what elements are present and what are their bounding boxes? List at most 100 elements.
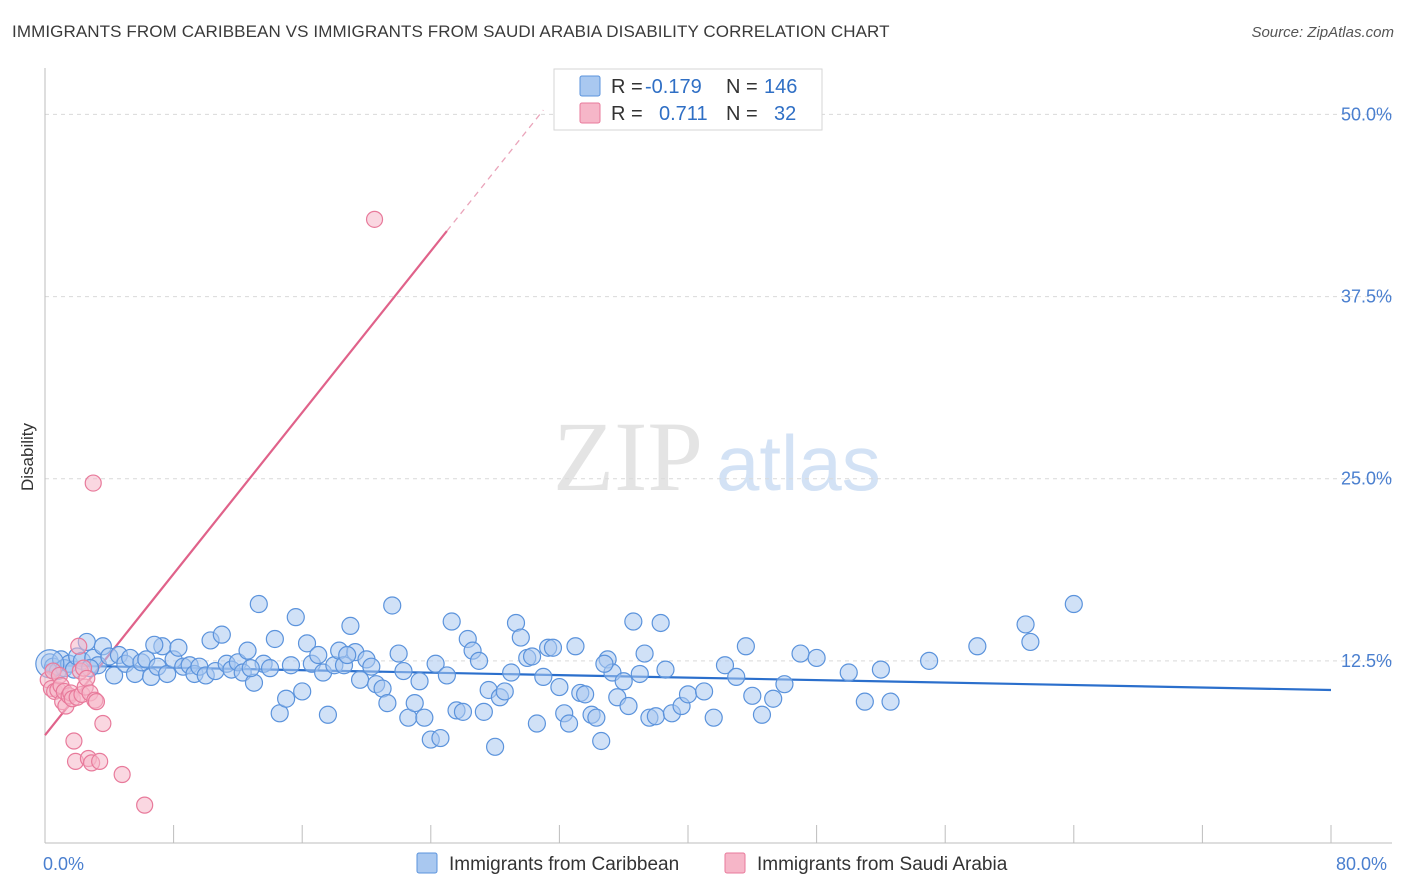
caribbean-point bbox=[105, 666, 124, 685]
legend-r-label-2: R = bbox=[611, 103, 643, 125]
caribbean-point bbox=[511, 628, 530, 647]
saudi-point bbox=[65, 732, 83, 750]
caribbean-point bbox=[619, 696, 638, 716]
caribbean-point bbox=[486, 737, 505, 756]
caribbean-point bbox=[527, 714, 546, 733]
caribbean-point bbox=[502, 663, 521, 682]
caribbean-point bbox=[1016, 615, 1035, 634]
caribbean-point bbox=[309, 645, 328, 665]
caribbean-point bbox=[362, 657, 381, 676]
caribbean-point bbox=[286, 608, 305, 627]
caribbean-point bbox=[394, 661, 413, 681]
saudi-point bbox=[91, 752, 109, 771]
caribbean-point bbox=[474, 702, 493, 721]
chart-source: Source: ZipAtlas.com bbox=[1251, 24, 1394, 41]
caribbean-point bbox=[920, 651, 939, 670]
saudi-trend-extension bbox=[446, 109, 544, 232]
saudi-point bbox=[84, 474, 102, 492]
legend-n-value-1: 146 bbox=[764, 76, 797, 98]
caribbean-point bbox=[297, 634, 317, 653]
caribbean-point bbox=[389, 644, 408, 663]
caribbean-point bbox=[453, 702, 473, 721]
caribbean-point bbox=[630, 664, 649, 684]
y-tick-label: 37.5% bbox=[1341, 287, 1392, 307]
bottom-legend-label-saudi: Immigrants from Saudi Arabia bbox=[757, 854, 1008, 875]
caribbean-point bbox=[807, 648, 826, 668]
caribbean-point bbox=[495, 682, 514, 701]
caribbean-point bbox=[651, 613, 670, 633]
caribbean-point bbox=[727, 667, 746, 686]
caribbean-point bbox=[318, 705, 338, 724]
legend-n-value-2: 32 bbox=[774, 103, 796, 125]
chart-title: IMMIGRANTS FROM CARIBBEAN VS IMMIGRANTS … bbox=[12, 22, 890, 41]
caribbean-point bbox=[341, 616, 360, 635]
caribbean-point bbox=[281, 656, 301, 675]
caribbean-point bbox=[635, 644, 654, 663]
y-tick-label: 25.0% bbox=[1341, 469, 1392, 489]
caribbean-point bbox=[405, 694, 424, 713]
caribbean-point bbox=[566, 637, 585, 656]
caribbean-point bbox=[775, 675, 794, 694]
caribbean-point bbox=[559, 714, 579, 733]
legend-n-label-2: N = bbox=[726, 103, 758, 125]
caribbean-point bbox=[881, 692, 900, 711]
bottom-legend-label-caribbean: Immigrants from Caribbean bbox=[449, 854, 679, 875]
grid-lines bbox=[45, 113, 1392, 662]
axes bbox=[44, 68, 1392, 844]
bottom-legend-swatch-saudi bbox=[724, 852, 746, 874]
caribbean-point bbox=[678, 685, 698, 704]
data-points bbox=[35, 210, 1083, 814]
caribbean-point bbox=[426, 654, 445, 673]
caribbean-point bbox=[736, 637, 755, 656]
watermark-zip: ZIP bbox=[553, 401, 703, 512]
x-tick-min: 0.0% bbox=[43, 854, 84, 874]
caribbean-point bbox=[238, 641, 257, 660]
bottom-legend-swatch-caribbean bbox=[416, 852, 438, 874]
saudi-point bbox=[87, 693, 106, 711]
caribbean-point bbox=[764, 689, 783, 708]
legend-swatch-caribbean bbox=[579, 75, 601, 97]
x-tick-max: 80.0% bbox=[1336, 854, 1387, 874]
caribbean-point bbox=[1021, 632, 1040, 652]
caribbean-point bbox=[855, 692, 874, 711]
caribbean-point bbox=[715, 656, 735, 675]
legend-swatch-saudi bbox=[579, 102, 601, 124]
caribbean-point bbox=[968, 637, 987, 656]
caribbean-point bbox=[791, 644, 810, 663]
caribbean-point bbox=[656, 660, 675, 679]
y-tick-label: 50.0% bbox=[1341, 104, 1392, 124]
caribbean-point bbox=[694, 682, 714, 701]
saudi-point bbox=[365, 210, 384, 228]
caribbean-point bbox=[646, 707, 665, 726]
legend-box: R = -0.179 N = 146 R = 0.711 N = 32 bbox=[553, 68, 823, 131]
caribbean-point bbox=[431, 728, 450, 748]
caribbean-point bbox=[587, 708, 606, 727]
caribbean-point bbox=[614, 672, 633, 691]
caribbean-point bbox=[260, 659, 280, 678]
caribbean-point bbox=[437, 666, 456, 685]
caribbean-point bbox=[704, 708, 723, 727]
caribbean-point bbox=[241, 659, 260, 678]
caribbean-point bbox=[592, 731, 611, 751]
caribbean-point bbox=[277, 689, 296, 708]
y-tick-label: 12.5% bbox=[1341, 651, 1392, 671]
saudi-point bbox=[78, 669, 96, 687]
caribbean-point bbox=[265, 629, 284, 649]
saudi-point bbox=[136, 796, 154, 814]
caribbean-point bbox=[839, 663, 858, 682]
caribbean-point bbox=[415, 708, 434, 727]
legend-r-value-2: 0.711 bbox=[659, 103, 708, 125]
caribbean-point bbox=[752, 705, 772, 724]
caribbean-point bbox=[410, 672, 429, 691]
legend-n-label-1: N = bbox=[726, 76, 758, 98]
caribbean-point bbox=[543, 638, 563, 657]
caribbean-point bbox=[249, 594, 268, 614]
caribbean-point bbox=[550, 677, 569, 697]
legend-r-label-1: R = bbox=[611, 76, 643, 98]
saudi-point bbox=[113, 765, 131, 784]
legend-r-value-1: -0.179 bbox=[645, 76, 702, 98]
caribbean-point bbox=[624, 612, 643, 631]
caribbean-point bbox=[1064, 594, 1083, 614]
saudi-point bbox=[94, 714, 112, 733]
